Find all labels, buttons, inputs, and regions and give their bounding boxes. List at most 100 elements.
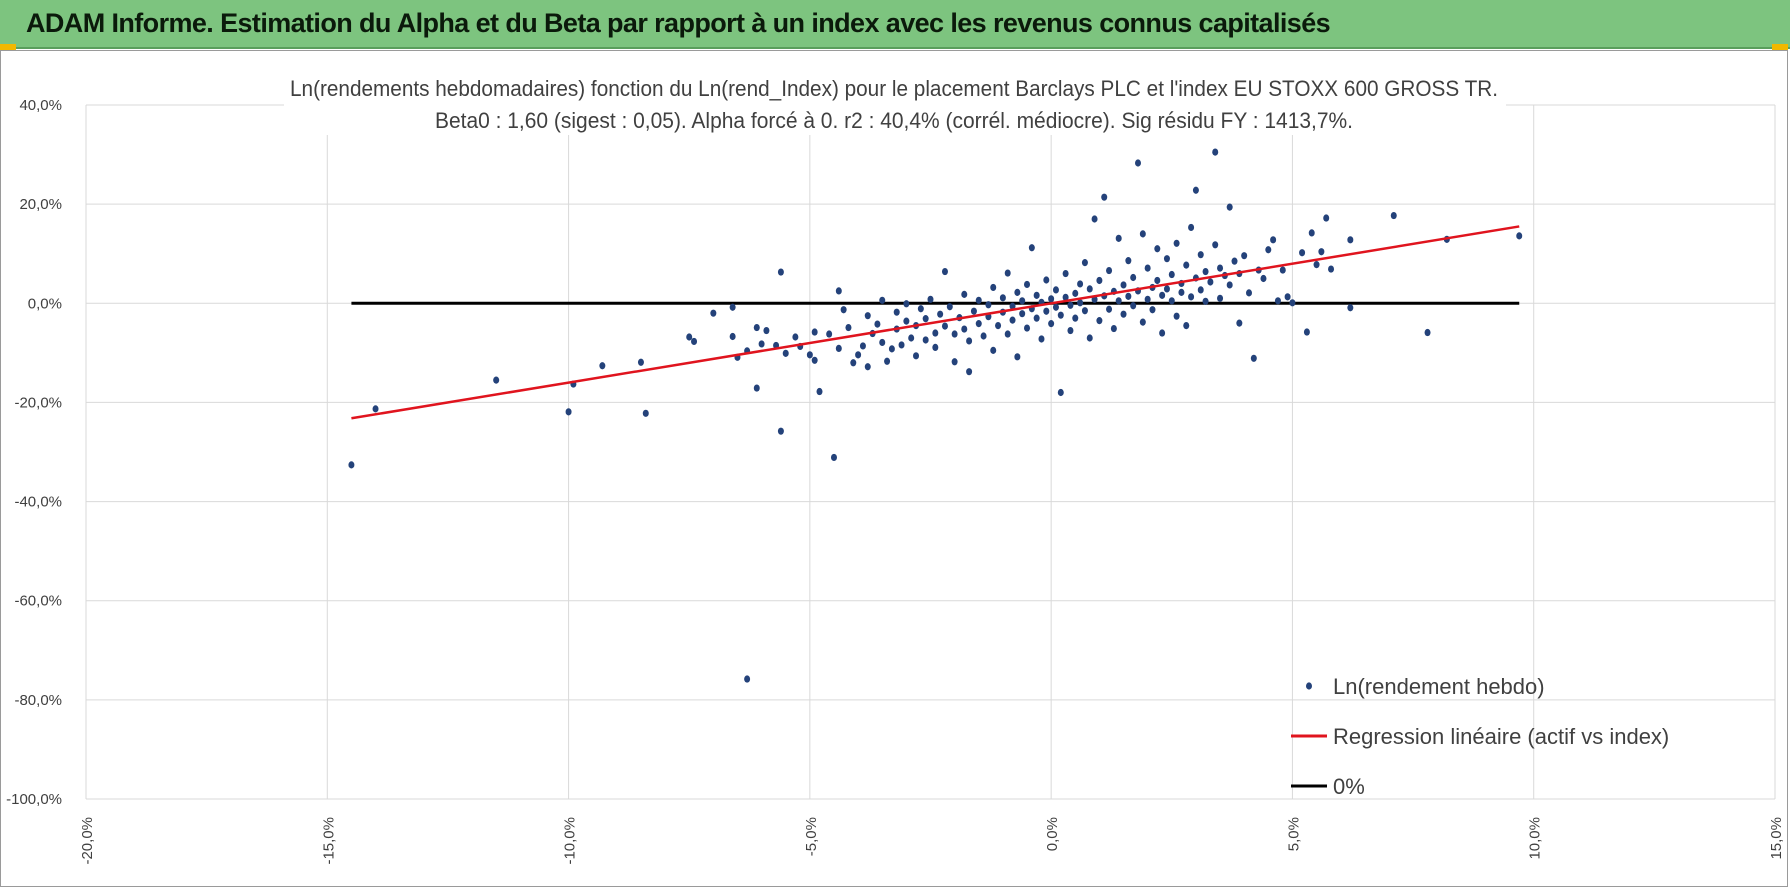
data-point <box>710 309 717 317</box>
data-point <box>1308 229 1315 237</box>
data-point <box>985 301 992 309</box>
data-point <box>932 329 939 337</box>
y-tick-label: -60,0% <box>14 593 62 610</box>
report-title: ADAM Informe. Estimation du Alpha et du … <box>26 8 1331 38</box>
data-point <box>1424 328 1431 337</box>
data-point <box>951 330 958 338</box>
data-point <box>1120 310 1127 318</box>
data-point <box>1173 239 1180 247</box>
y-axis-ticks: 40,0% 20,0% 0,0% -20,0% -40,0% -60,0% -80,0% -1… <box>6 97 62 808</box>
scatter-chart: Ln(rendements hebdomadaires) fonction du… <box>6 65 1785 865</box>
data-point <box>1323 214 1330 222</box>
data-point <box>941 322 948 330</box>
data-point <box>1106 305 1113 313</box>
data-point <box>970 307 977 315</box>
data-point <box>1260 274 1267 283</box>
data-point <box>932 343 939 352</box>
data-point <box>1202 297 1209 305</box>
data-point <box>1106 266 1113 275</box>
data-point <box>1091 215 1098 223</box>
y-tick-label: -80,0% <box>14 692 62 709</box>
data-point <box>1159 329 1166 337</box>
data-point <box>806 351 813 359</box>
data-point <box>1270 236 1277 244</box>
data-point <box>864 363 871 371</box>
data-point <box>980 332 987 340</box>
data-point <box>599 362 606 370</box>
data-point <box>922 315 929 323</box>
data-point <box>1226 281 1233 289</box>
y-tick-label: -40,0% <box>14 494 62 511</box>
data-point <box>1303 328 1310 336</box>
data-point <box>1077 299 1084 307</box>
data-point <box>1168 270 1175 279</box>
data-point <box>1183 261 1190 269</box>
data-point <box>811 356 818 364</box>
legend-label: 0% <box>1333 774 1365 799</box>
data-point <box>777 268 784 276</box>
data-point <box>1004 269 1011 277</box>
data-point <box>966 337 973 345</box>
data-point <box>999 294 1006 302</box>
data-point <box>372 405 379 413</box>
data-point <box>1028 244 1035 252</box>
data-point <box>830 453 837 462</box>
data-point <box>1313 261 1320 269</box>
data-point <box>637 358 644 366</box>
data-point <box>879 338 886 347</box>
data-point <box>1192 186 1199 194</box>
data-point <box>995 321 1002 330</box>
data-point <box>927 295 934 303</box>
data-point <box>840 306 847 314</box>
data-point <box>1245 289 1252 297</box>
data-point <box>1274 297 1281 305</box>
data-point <box>1115 234 1122 242</box>
x-tick-label: -20,0% <box>79 817 96 865</box>
data-point <box>1019 310 1026 318</box>
data-point <box>1154 276 1161 285</box>
data-point <box>816 387 823 396</box>
data-point <box>917 305 924 313</box>
banner-corner-mark-left <box>0 44 16 50</box>
data-point <box>792 333 799 341</box>
data-point <box>1014 353 1021 361</box>
data-point <box>1197 251 1204 259</box>
x-tick-label: 0,0% <box>1044 817 1061 851</box>
data-point <box>855 351 862 359</box>
data-point <box>893 308 900 316</box>
data-point <box>753 384 760 392</box>
data-point <box>845 323 852 332</box>
data-point <box>1226 203 1233 211</box>
data-point <box>1212 148 1219 156</box>
chart-title: Ln(rendements hebdomadaires) fonction du… <box>290 76 1498 101</box>
data-point <box>1130 302 1137 310</box>
data-point <box>1052 286 1059 294</box>
data-point <box>1347 304 1354 312</box>
data-point <box>903 317 910 325</box>
data-point <box>1115 297 1122 305</box>
chart-subtitle: Beta0 : 1,60 (sigest : 0,05). Alpha forc… <box>435 108 1353 133</box>
data-point <box>493 376 500 384</box>
data-point <box>922 336 929 344</box>
data-point <box>1328 265 1335 273</box>
y-tick-label: -20,0% <box>14 394 62 411</box>
data-point <box>1062 269 1069 278</box>
x-tick-label: -10,0% <box>562 817 579 865</box>
data-point <box>835 344 842 352</box>
data-point <box>1265 246 1272 254</box>
data-point <box>990 283 997 292</box>
data-point <box>1212 241 1219 249</box>
data-point <box>1217 264 1224 272</box>
grid-lines <box>85 104 1776 800</box>
data-point <box>937 310 944 318</box>
data-point <box>1024 324 1031 332</box>
data-point <box>1038 335 1045 343</box>
data-point <box>1057 388 1064 397</box>
data-point <box>966 368 973 376</box>
data-point <box>1062 293 1069 301</box>
x-tick-label: 5,0% <box>1285 817 1302 851</box>
data-point <box>1048 295 1055 303</box>
data-point <box>642 409 649 417</box>
data-point <box>1139 230 1146 238</box>
data-point <box>951 358 958 366</box>
